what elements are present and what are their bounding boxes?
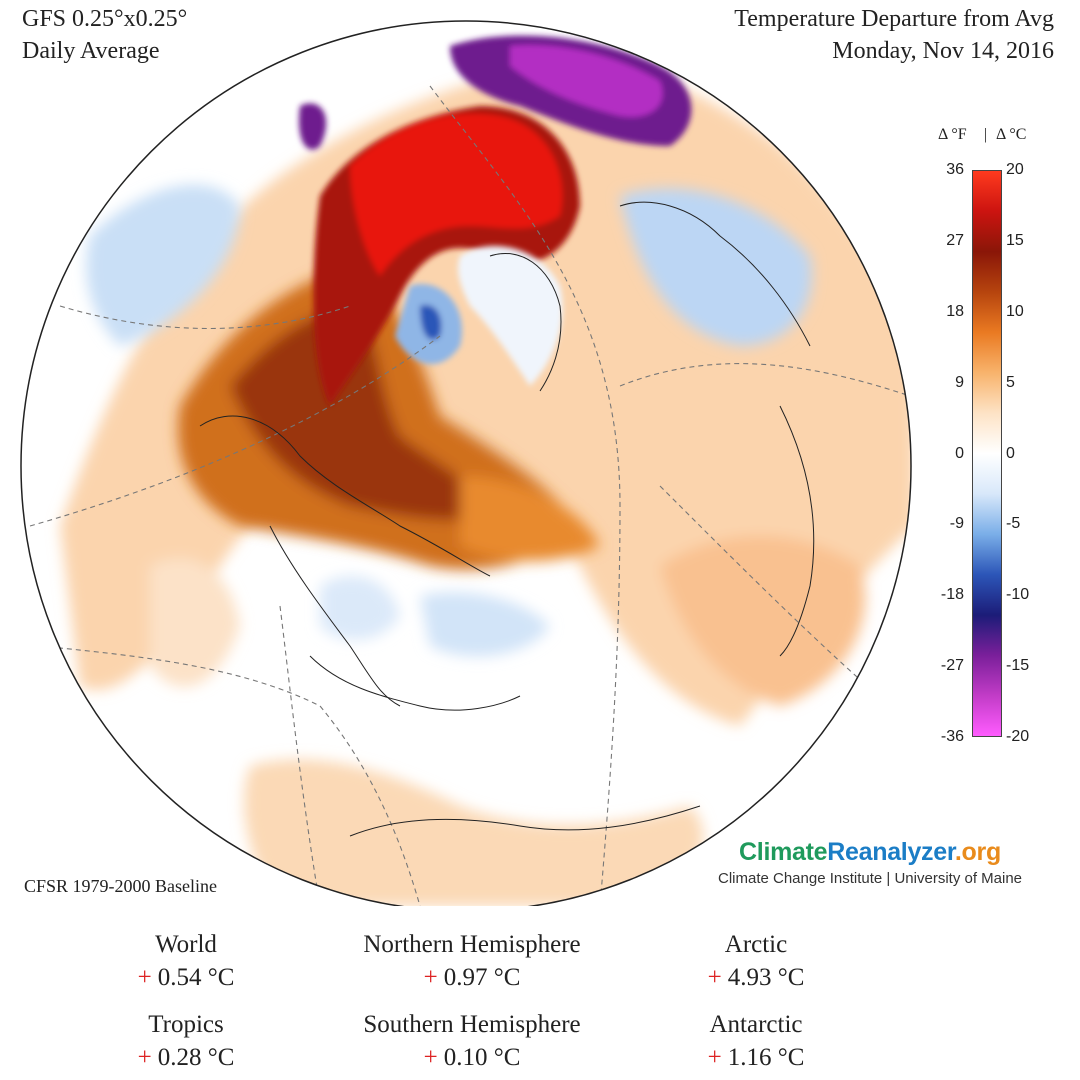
globe-outline — [20, 20, 912, 906]
model-info: GFS 0.25°x0.25° Daily Average — [22, 3, 187, 67]
plus-sign: + — [707, 1044, 722, 1071]
fahrenheit-tick: -9 — [949, 515, 964, 533]
brand-part-climate: Climate — [739, 838, 828, 866]
unit-separator: | — [984, 126, 988, 143]
celsius-tick: -10 — [1006, 586, 1030, 604]
fahrenheit-tick: 18 — [946, 302, 964, 320]
brand-logo: ClimateReanalyzer.org — [690, 838, 1050, 867]
stat-value: 4.93 °C — [727, 964, 805, 991]
stat-tropics: Tropics +0.28 °C — [36, 1008, 336, 1074]
plus-sign: + — [137, 1044, 152, 1071]
brand-part-reanalyzer: Reanalyzer — [827, 838, 955, 866]
globe-disc — [21, 21, 911, 906]
celsius-tick: 10 — [1006, 302, 1024, 320]
stat-antarctic: Antarctic +1.16 °C — [606, 1008, 906, 1074]
fahrenheit-tick: 36 — [946, 161, 964, 178]
stat-label: Tropics — [148, 1011, 224, 1038]
stat-value: 1.16 °C — [727, 1044, 805, 1071]
north-america-warm-band — [178, 266, 600, 570]
temperature-anomaly-globe — [20, 20, 912, 906]
averaging-period: Daily Average — [22, 38, 160, 64]
brand-block: ClimateReanalyzer.org Climate Change Ins… — [690, 838, 1050, 887]
brand-subtitle: Climate Change Institute | University of… — [717, 870, 1023, 887]
map-title-block: Temperature Departure from Avg Monday, N… — [734, 3, 1054, 67]
celsius-unit: Δ °C — [996, 126, 1027, 143]
plus-sign: + — [423, 964, 438, 991]
stat-label: Northern Hemisphere — [363, 931, 581, 958]
coastlines — [199, 201, 815, 837]
cold-anomaly-regions — [86, 184, 812, 657]
celsius-tick: 5 — [1006, 373, 1015, 391]
stat-arctic: Arctic +4.93 °C — [606, 928, 906, 994]
greenland-cold-patch — [395, 246, 563, 386]
celsius-tick: -20 — [1006, 728, 1030, 745]
stat-value: 0.28 °C — [157, 1044, 235, 1071]
plus-sign: + — [137, 964, 152, 991]
celsius-tick: -5 — [1006, 515, 1021, 533]
fahrenheit-tick: 0 — [955, 444, 964, 462]
fahrenheit-unit: Δ °F — [938, 126, 967, 143]
celsius-tick: 15 — [1006, 231, 1024, 249]
stat-value: 0.97 °C — [443, 964, 521, 991]
siberia-cold-patch — [299, 35, 692, 150]
fahrenheit-tick: 27 — [946, 231, 964, 249]
model-resolution: GFS 0.25°x0.25° — [22, 6, 188, 32]
map-date: Monday, Nov 14, 2016 — [832, 38, 1054, 64]
map-title: Temperature Departure from Avg — [734, 6, 1054, 32]
stat-world: World +0.54 °C — [36, 928, 336, 994]
color-scale-bar — [972, 170, 1002, 737]
celsius-tick: 20 — [1006, 161, 1024, 178]
stat-northern-hemisphere: Northern Hemisphere +0.97 °C — [322, 928, 622, 994]
baseline-note: CFSR 1979-2000 Baseline — [24, 876, 218, 896]
fahrenheit-tick: 9 — [955, 373, 964, 391]
celsius-tick: -15 — [1006, 657, 1030, 675]
stat-value: 0.10 °C — [443, 1044, 521, 1071]
brand-part-org: .org — [954, 838, 1001, 866]
stat-label: Arctic — [724, 931, 788, 958]
stat-label: Antarctic — [709, 1011, 803, 1038]
stat-label: Southern Hemisphere — [363, 1011, 581, 1038]
plus-sign: + — [423, 1044, 438, 1071]
fahrenheit-tick: -27 — [940, 657, 964, 675]
stat-label: World — [155, 931, 217, 958]
stat-southern-hemisphere: Southern Hemisphere +0.10 °C — [322, 1008, 622, 1074]
stat-value: 0.54 °C — [157, 964, 235, 991]
celsius-tick: 0 — [1006, 444, 1015, 462]
plus-sign: + — [707, 964, 722, 991]
fahrenheit-tick: -18 — [940, 586, 964, 604]
fahrenheit-tick: -36 — [940, 728, 964, 745]
arctic-hot-spot — [313, 106, 580, 406]
